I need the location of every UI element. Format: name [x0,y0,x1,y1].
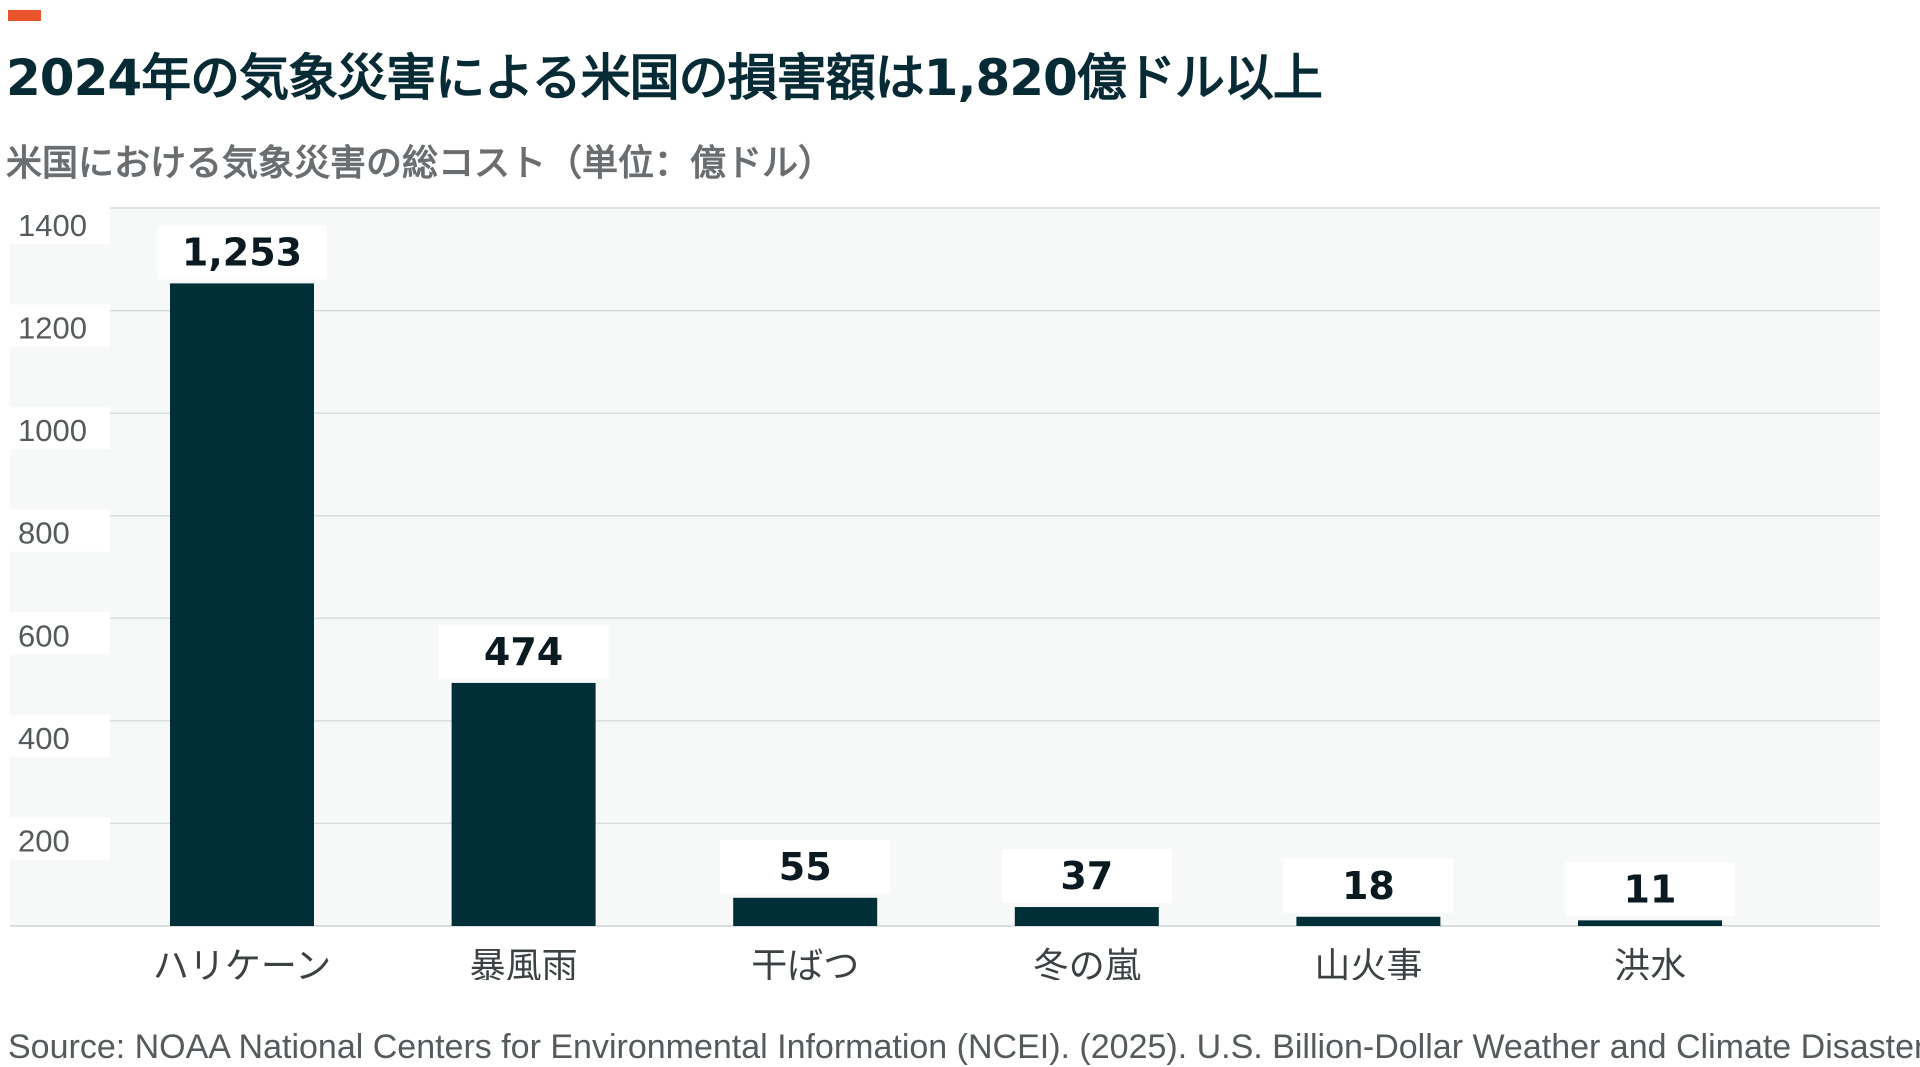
y-tick-label: 600 [18,618,70,653]
bar [1014,907,1159,926]
data-label: 1,253 [182,230,302,274]
data-label-background [720,839,891,894]
data-label: 55 [779,845,832,889]
y-tick-background [10,817,110,860]
chart-subtitle: 米国における気象災害の総コスト（単位：億ドル） [6,143,835,184]
x-tick-label: 山火事 [1314,946,1422,980]
y-tick-label: 1000 [18,413,87,448]
bar [1578,920,1722,926]
x-tick-label: 暴風雨 [470,946,578,980]
chart-title: 2024年の気象災害による米国の損害額は1,820億ドル以上 [6,49,1323,107]
y-tick-label: 400 [18,721,70,756]
bars [170,283,1722,926]
data-label-background [157,225,327,280]
y-tick-label: 800 [18,516,70,551]
x-tick-label: 冬の嵐 [1033,946,1141,980]
data-label: 474 [484,630,563,674]
x-tick-label: ハリケーン [153,946,331,980]
x-tick-label: 洪水 [1614,946,1686,980]
x-tick-label: 干ばつ [751,946,859,980]
y-tick-background [10,714,110,757]
y-axis-ticks: 200 400 600 800 1000 1200 1400 [10,202,110,860]
y-tick-label: 1200 [18,311,87,346]
source-note: Source: NOAA National Centers for Enviro… [8,1028,1920,1066]
y-tick-background [10,407,110,450]
plot-area [10,208,1880,926]
x-axis-ticks: ハリケーン 暴風雨 干ばつ 冬の嵐 山火事 洪水 [153,946,1686,980]
y-tick-label: 200 [18,823,70,858]
bar [1296,916,1441,926]
data-label-background [1283,858,1454,913]
data-label-background [1565,862,1735,917]
y-tick-background [10,202,110,244]
gridlines [10,207,1880,927]
data-label-background [438,624,609,679]
data-label: 37 [1060,854,1113,898]
bar [733,897,878,926]
accent-bar [8,10,41,21]
y-tick-background [10,509,110,552]
y-tick-label: 1400 [18,208,87,243]
y-tick-background [10,304,110,347]
bar [170,283,314,926]
y-tick-background [10,612,110,655]
data-labels: 1,253 474 55 37 18 11 [157,225,1735,917]
data-label: 18 [1342,864,1395,908]
bar [451,682,596,926]
data-label: 11 [1624,867,1677,911]
data-label-background [1001,849,1172,904]
